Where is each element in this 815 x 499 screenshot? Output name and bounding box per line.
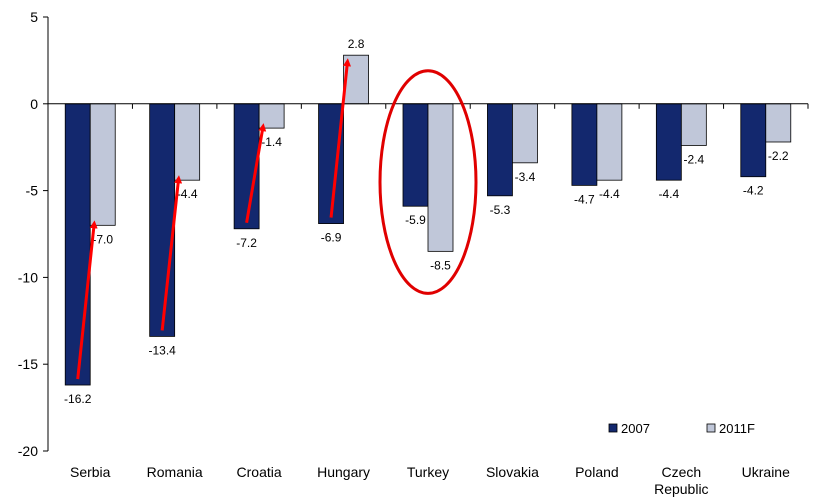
- data-label: -6.9: [321, 231, 342, 245]
- data-label: -2.4: [683, 152, 704, 166]
- bar-2007-4: [402, 103, 429, 207]
- bar-2011F-0: [89, 103, 116, 226]
- bar-2007-8: [740, 103, 767, 178]
- data-label: -4.4: [599, 187, 620, 201]
- data-label: -5.9: [405, 213, 426, 227]
- legend-label: 2007: [621, 421, 650, 436]
- bar-2007-5: [487, 103, 513, 197]
- bar-2011F-2: [258, 103, 285, 129]
- highlight-ellipse-turkey: [378, 69, 478, 295]
- data-label: 2.8: [348, 37, 365, 51]
- data-label: -2.2: [768, 149, 789, 163]
- data-label: -4.7: [574, 192, 595, 206]
- x-tick-label: Hungary: [317, 464, 370, 480]
- data-label: -4.4: [177, 187, 198, 201]
- legend-swatch-2011F: [706, 423, 716, 433]
- y-axis: 5 0 -5 -10 -15 -20: [18, 9, 49, 459]
- trend-arrow-croatia: [245, 123, 267, 224]
- data-label: -16.2: [64, 392, 92, 406]
- bar-2007-1: [149, 103, 176, 337]
- bar-2011F-1: [174, 103, 201, 181]
- x-tick-label: Ukraine: [742, 464, 790, 480]
- legend-label: 2011F: [719, 421, 755, 436]
- trend-arrow-serbia: [76, 220, 98, 380]
- y-tick-label: -5: [26, 183, 39, 199]
- data-label: -5.3: [490, 203, 511, 217]
- y-tick-label: -20: [18, 443, 38, 459]
- bar-2011F-4: [427, 103, 454, 252]
- data-label: -7.0: [92, 232, 113, 246]
- x-tick-label: Poland: [575, 464, 619, 480]
- x-axis: Serbia Romania Croatia Hungary Turkey Slovaki…: [47, 103, 809, 497]
- y-tick-label: 5: [30, 9, 38, 25]
- data-label: -8.5: [430, 258, 451, 272]
- x-tick-label: Czech Republic: [654, 464, 708, 497]
- data-label: -4.4: [658, 187, 679, 201]
- data-label: -13.4: [148, 343, 176, 357]
- y-tick-label: -10: [18, 269, 38, 285]
- bar-2007-7: [655, 103, 682, 181]
- trend-arrow-hungary: [329, 58, 352, 218]
- bar-2011F-7: [680, 103, 707, 146]
- x-tick-label: Serbia: [70, 464, 111, 480]
- data-label: -4.2: [743, 184, 764, 198]
- annotations: [76, 58, 478, 380]
- legend: 2007 2011F: [608, 421, 755, 436]
- value-labels: -16.2 -13.4 -7.2 -6.9 -5.9 -5.3 -4.7 -4.4 -4.2 -7…: [64, 37, 789, 406]
- data-label: -7.2: [236, 236, 257, 250]
- bar-2011F-6: [596, 103, 623, 181]
- bar-2011F-8: [765, 103, 792, 143]
- y-tick-label: -15: [18, 356, 38, 372]
- trend-arrow-romania: [160, 175, 183, 331]
- x-tick-label: Croatia: [237, 464, 282, 480]
- bar-2011F-5: [512, 103, 538, 164]
- bar-2007-6: [571, 103, 598, 186]
- data-label: -1.4: [261, 135, 282, 149]
- legend-swatch-2007: [608, 423, 618, 433]
- bars: [64, 54, 792, 386]
- y-tick-label: 0: [30, 96, 38, 112]
- x-tick-label: Turkey: [407, 464, 449, 480]
- x-tick-label: Slovakia: [486, 464, 539, 480]
- data-label: -3.4: [515, 170, 536, 184]
- x-tick-label: Romania: [147, 464, 203, 480]
- bar-2007-0: [64, 103, 91, 386]
